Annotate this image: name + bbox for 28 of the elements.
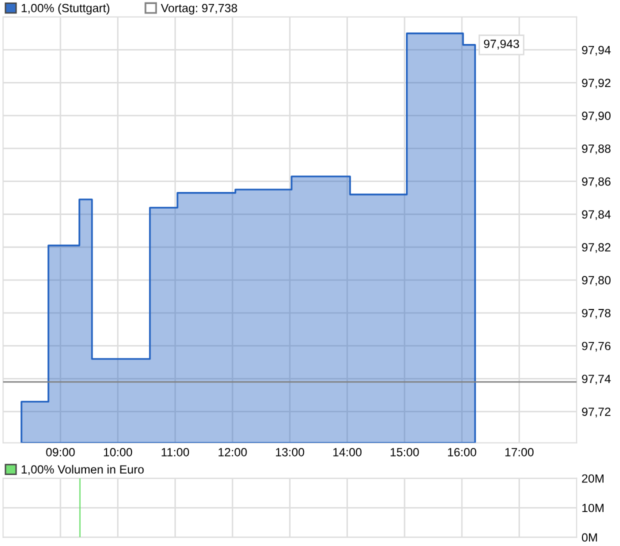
y-tick-label: 97,92 [582, 78, 610, 88]
y-tick-label: 97,76 [582, 342, 610, 352]
y-tick-label: 97,72 [582, 408, 610, 418]
y-tick-label: 10M [582, 504, 604, 512]
x-tick-label: 12:00 [218, 448, 247, 456]
x-tick-label: 14:00 [333, 448, 362, 456]
annotation: 97,943 [484, 40, 520, 50]
y-tick-label: 97,94 [582, 46, 611, 56]
x-tick-label: 10:00 [104, 448, 132, 456]
x-tick-label: 17:00 [505, 448, 534, 456]
legend-label: 1,00% Volumen in Euro [22, 464, 144, 475]
y-tick-label: 97,84 [582, 210, 611, 220]
x-tick-label: 09:00 [46, 448, 75, 456]
legend-label: 1,00% (Stuttgart) [22, 4, 110, 15]
y-tick-label: 97,90 [582, 112, 611, 122]
x-tick-label: 11:00 [162, 448, 190, 456]
y-tick-label: 97,88 [582, 144, 610, 154]
y-tick-label: 97,82 [582, 243, 610, 253]
y-tick-label: 97,80 [582, 276, 611, 286]
x-tick-label: 16:00 [448, 448, 476, 456]
y-tick-label: 97,74 [582, 374, 611, 384]
legend-label: Vortag: 97,738 [160, 4, 238, 15]
x-tick-label: 15:00 [390, 448, 419, 456]
y-tick-label: 0M [582, 533, 597, 542]
y-tick-label: 97,78 [582, 308, 610, 319]
y-tick-label: 97,86 [582, 177, 610, 188]
y-tick-label: 20M [582, 474, 604, 483]
x-tick-label: 13:00 [276, 448, 304, 456]
